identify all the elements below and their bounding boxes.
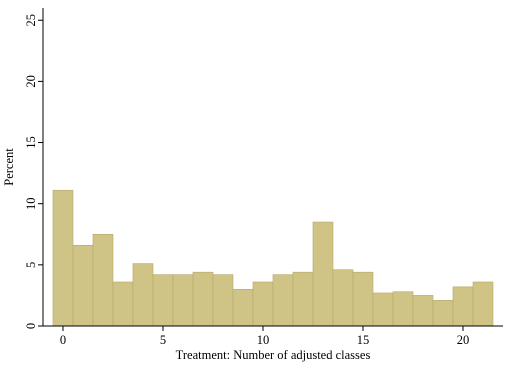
histogram-bar <box>352 271 374 327</box>
x-tick-label: 15 <box>357 333 370 347</box>
y-tick-label: 15 <box>24 136 38 149</box>
y-axis-title: Percent <box>2 148 16 186</box>
bars-group <box>52 189 494 327</box>
histogram-bar <box>312 221 334 327</box>
x-tick-label: 0 <box>60 333 66 347</box>
histogram-bar <box>72 244 94 327</box>
x-axis-title: Treatment: Number of adjusted classes <box>176 348 371 362</box>
histogram-bar <box>112 281 134 327</box>
histogram-bar <box>392 291 414 327</box>
y-tick-label: 25 <box>24 14 38 27</box>
histogram-bar <box>452 286 474 327</box>
y-tick-label: 10 <box>24 197 38 210</box>
y-tick-label: 0 <box>24 323 38 329</box>
y-tick-label: 20 <box>24 75 38 88</box>
histogram-bar <box>272 274 294 327</box>
x-tick-label: 10 <box>257 333 270 347</box>
histogram-bar <box>132 263 154 327</box>
histogram-bar <box>292 271 314 327</box>
histogram-bar <box>212 274 234 327</box>
histogram-bar <box>432 300 454 327</box>
histogram-bar <box>232 289 254 327</box>
histogram-bar <box>412 295 434 327</box>
histogram-bar <box>372 292 394 327</box>
histogram-bar <box>152 274 174 327</box>
histogram-bar <box>172 274 194 327</box>
x-ticks-group: 0 5 10 15 20 <box>60 326 469 347</box>
x-tick-label: 20 <box>457 333 470 347</box>
y-tick-label: 5 <box>24 262 38 268</box>
histogram-bar <box>472 281 494 327</box>
histogram-bar <box>332 269 354 327</box>
y-ticks-group: 0 5 10 15 20 25 <box>24 14 43 329</box>
x-tick-label: 5 <box>160 333 166 347</box>
axes-group <box>42 8 503 327</box>
histogram-bar <box>252 281 274 327</box>
histogram-bar <box>192 271 214 327</box>
histogram-bar <box>92 233 114 327</box>
histogram-bar <box>52 189 74 327</box>
